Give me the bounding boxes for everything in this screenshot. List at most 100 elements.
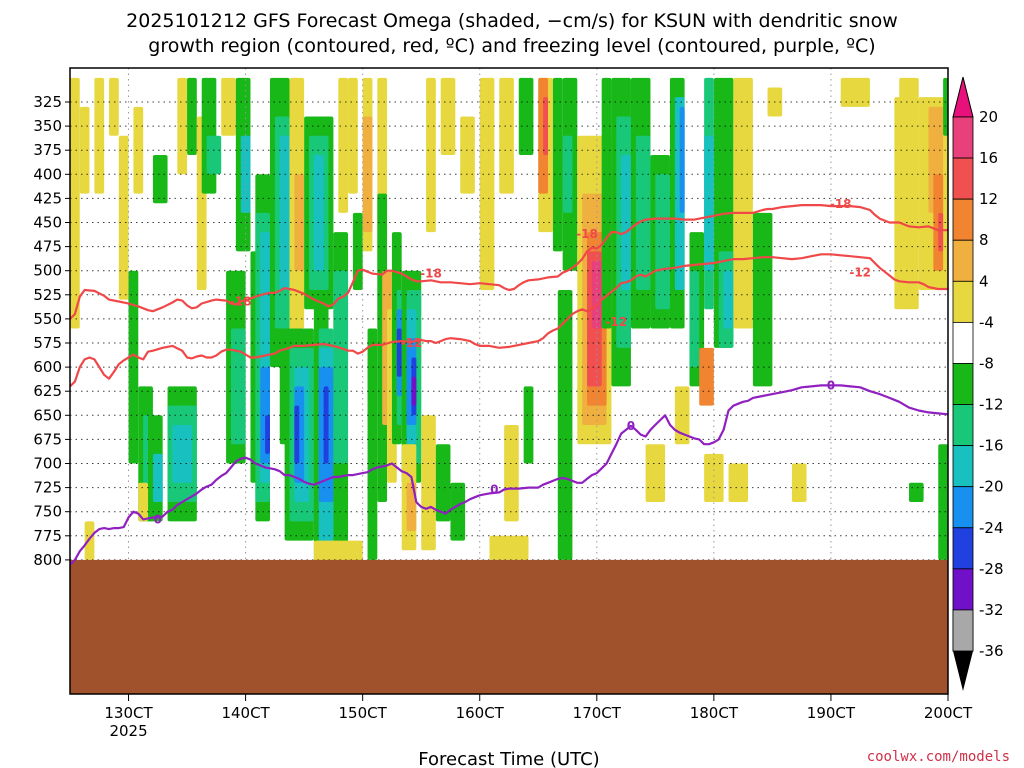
freezing-level-contour-label: 0	[627, 419, 635, 433]
y-tick-label: 325	[33, 93, 62, 111]
x-tick-label: 190CT	[807, 704, 856, 722]
colorbar-label: -32	[979, 601, 1004, 619]
y-tick-label: 525	[33, 286, 62, 304]
colorbar-label: -28	[979, 560, 1004, 578]
y-tick-label: 450	[33, 214, 62, 232]
y-tick-label: 625	[33, 382, 62, 400]
omega-cell	[109, 77, 119, 136]
omega-cell	[313, 540, 363, 565]
omega-cell	[152, 155, 168, 204]
colorbar-bin	[952, 568, 974, 611]
omega-cell	[421, 415, 436, 551]
omega-cell	[79, 106, 90, 194]
omega-cell	[133, 106, 144, 194]
dgz-minus18-contour-label: -18	[830, 197, 852, 211]
omega-cell	[323, 386, 329, 464]
colorbar-bin	[952, 157, 974, 200]
omega-cell	[221, 77, 236, 136]
colorbar-label: 12	[979, 190, 998, 208]
dgz-minus18-contour-label: -18	[230, 295, 252, 309]
y-tick-label: 800	[33, 551, 62, 569]
omega-cell	[152, 453, 163, 503]
colorbar-bin	[952, 280, 974, 323]
omega-cell	[557, 289, 573, 560]
y-tick-label: 750	[33, 503, 62, 521]
colorbar-bin	[952, 198, 974, 241]
omega-cell	[279, 135, 290, 290]
colorbar-label: 4	[979, 272, 989, 290]
omega-cell	[645, 444, 666, 503]
plot-frame	[69, 67, 949, 695]
omega-cell	[504, 424, 519, 522]
omega-cell	[518, 77, 534, 156]
dgz-minus12-contour-label: -12	[849, 266, 871, 280]
y-tick-label: 400	[33, 165, 62, 183]
y-tick-label: 600	[33, 358, 62, 376]
colorbar-label: 16	[979, 149, 998, 167]
freezing-level-contour-label: 0	[490, 483, 498, 497]
omega-cell	[138, 482, 149, 522]
omega-cell	[938, 444, 948, 560]
omega-cell	[699, 347, 714, 406]
colorbar-bin	[952, 527, 974, 570]
x-tick-label: 200CT	[924, 704, 973, 722]
omega-cell	[562, 135, 573, 213]
colorbar-bin	[952, 363, 974, 405]
omega-cell	[172, 424, 192, 483]
omega-cell	[552, 77, 563, 252]
omega-cell	[118, 135, 129, 300]
colorbar-bin	[952, 609, 974, 652]
omega-cell	[791, 463, 807, 503]
x-tick-label: 150CT	[339, 704, 388, 722]
omega-cell	[635, 135, 651, 290]
omega-cell	[70, 77, 80, 329]
x-tick-sublabel: 2025	[109, 722, 147, 740]
colorbar-label: -4	[979, 313, 994, 331]
freezing-level-contour-label: 0	[827, 378, 835, 392]
omega-cell	[460, 116, 475, 194]
dgz-minus18-contour-label: -18	[576, 227, 598, 241]
colorbar-top-arrow	[952, 76, 974, 118]
y-tick-label: 725	[33, 479, 62, 497]
plot-content: -12 -12 -12 -18 -18 -18 -18 0 0 0 0	[70, 68, 948, 694]
omega-cell	[601, 77, 612, 329]
y-tick-label: 700	[33, 455, 62, 473]
omega-cell	[938, 212, 944, 252]
y-tick-label: 375	[33, 141, 62, 159]
x-tick-label: 130CT	[104, 704, 153, 722]
x-tick-label: 140CT	[221, 704, 270, 722]
omega-cell	[348, 77, 358, 194]
omega-cell	[674, 386, 690, 445]
dgz-minus18-contour	[70, 204, 948, 320]
x-tick-label: 170CT	[573, 704, 622, 722]
omega-cell	[294, 405, 300, 464]
dgz-minus12-contour-label: -12	[401, 336, 423, 350]
colorbar-bin	[952, 116, 974, 159]
x-tick-label: 160CT	[456, 704, 505, 722]
omega-cell	[440, 77, 456, 156]
omega-cell	[367, 328, 378, 560]
omega-cell	[543, 97, 549, 156]
omega-cell	[489, 535, 529, 560]
y-tick-label: 475	[33, 238, 62, 256]
omega-cell	[908, 482, 924, 503]
omega-cell	[655, 174, 670, 310]
omega-cell	[187, 77, 197, 156]
colorbar-bin	[952, 321, 974, 364]
colorbar-label: -12	[979, 396, 1004, 414]
omega-cell	[704, 453, 724, 503]
omega-cell	[313, 155, 324, 271]
colorbar-bin	[952, 486, 974, 529]
y-tick-label: 675	[33, 430, 62, 448]
colorbar-label: 20	[979, 108, 998, 126]
omega-cell	[206, 135, 222, 175]
omega-cell	[177, 77, 188, 175]
omega-cell	[265, 415, 270, 454]
omega-cell	[840, 77, 870, 107]
omega-cell	[752, 212, 773, 387]
colorbar-label: 8	[979, 231, 989, 249]
omega-cell	[499, 77, 514, 194]
y-tick-label: 575	[33, 334, 62, 352]
colorbar-label: -24	[979, 519, 1004, 537]
